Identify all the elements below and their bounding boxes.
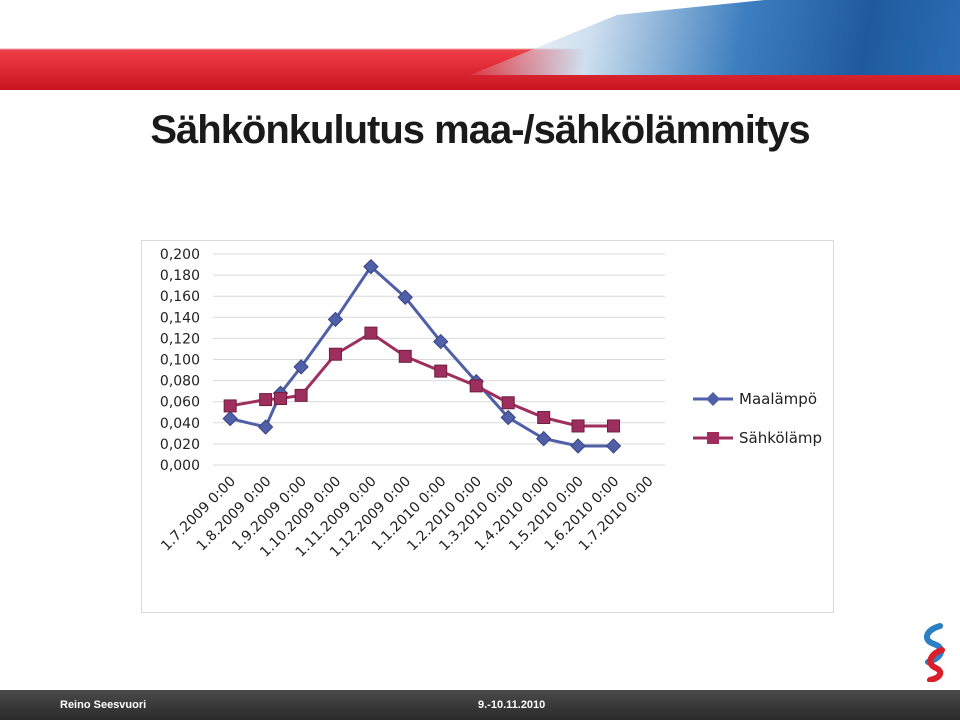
data-point [537, 411, 551, 425]
legend-label: Maalämpö [739, 390, 817, 408]
footer-bar: Reino Seesvuori 9.-10.11.2010 [0, 690, 960, 720]
data-point [433, 333, 449, 350]
data-point [570, 438, 586, 454]
data-point [222, 410, 238, 427]
data-point [605, 438, 622, 454]
y-tick-label: 0,060 [160, 395, 200, 411]
y-tick-label: 0,040 [160, 416, 200, 432]
data-point [501, 396, 515, 410]
y-tick-label: 0,140 [160, 310, 200, 326]
data-point [328, 347, 342, 361]
y-tick-label: 0,080 [160, 374, 200, 390]
legend-marker [707, 432, 719, 444]
y-tick-label: 0,180 [160, 268, 200, 284]
y-tick-label: 0,160 [160, 289, 200, 305]
chart-frame [141, 240, 834, 613]
data-point [397, 289, 413, 305]
data-point [294, 388, 308, 402]
data-point [363, 258, 379, 275]
y-tick-label: 0,100 [160, 353, 200, 369]
data-point [223, 399, 237, 413]
y-tick-label: 0,000 [160, 458, 200, 474]
data-point [259, 393, 273, 407]
data-point [274, 392, 288, 406]
data-point [293, 359, 309, 375]
header-banner [0, 0, 960, 90]
footer-author: Reino Seesvuori [60, 699, 147, 711]
y-tick-label: 0,120 [160, 331, 200, 347]
series-line [229, 331, 614, 428]
data-point [571, 419, 585, 433]
data-point [607, 419, 621, 433]
data-point [469, 379, 483, 393]
data-point [434, 364, 448, 378]
y-tick-label: 0,020 [160, 437, 200, 453]
legend-marker [706, 392, 720, 406]
brand-logo-icon [912, 622, 952, 683]
y-tick-label: 0,200 [160, 247, 200, 263]
data-point [398, 349, 412, 363]
data-point [500, 409, 516, 426]
legend-label: Sähkölämp [739, 429, 822, 447]
footer-date: 9.-10.11.2010 [478, 699, 546, 711]
slide-title: Sähkönkulutus maa-/sähkölämmitys [150, 108, 810, 152]
data-point [327, 311, 344, 328]
data-point [535, 430, 552, 447]
data-point [364, 326, 378, 340]
data-point [257, 419, 274, 435]
